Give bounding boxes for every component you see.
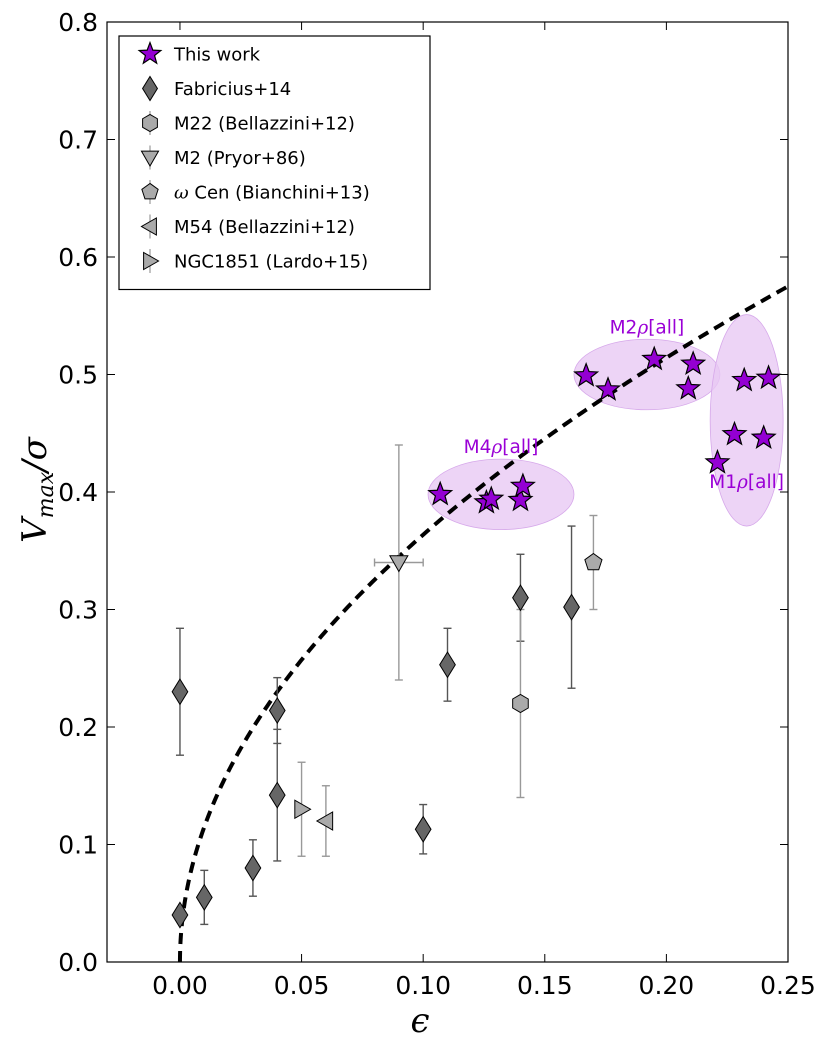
legend-marker-diamond (141, 75, 159, 102)
y-label-tail: /σ (15, 436, 55, 474)
legend-label: ω Cen (Bianchini+13) (174, 183, 370, 204)
group-label-main: M1 (709, 472, 737, 493)
data-point-star (507, 486, 534, 512)
group-label-m1: M1ρ[all] (709, 472, 784, 493)
data-point-diamond (439, 651, 456, 679)
data-point-triangle-right (294, 799, 312, 820)
group-ellipses (427, 314, 784, 531)
y-tick-label: 0.6 (58, 243, 98, 272)
group-label-tail: [all] (748, 472, 784, 493)
legend-label: M54 (Bellazzini+12) (174, 217, 355, 238)
data-point-star (721, 420, 748, 446)
data-markers (171, 345, 782, 929)
data-point-hexagon (512, 693, 529, 714)
group-ellipse-m4 (427, 458, 575, 531)
y-tick-label: 0.4 (58, 478, 98, 507)
group-label-main: M4 (464, 437, 492, 458)
y-tick-label: 0.5 (58, 361, 98, 390)
x-tick-label: 0.00 (152, 971, 208, 1000)
data-point-diamond (195, 883, 213, 911)
y-label-sub: max (34, 471, 59, 518)
data-point-diamond (268, 696, 286, 725)
group-labels: M4ρ[all]M2ρ[all]M1ρ[all] (464, 317, 784, 493)
x-tick-label: 0.10 (395, 971, 451, 1000)
data-point-triangle-left (315, 811, 334, 831)
data-point-star (573, 361, 600, 387)
group-ellipse-m1 (709, 314, 784, 527)
legend-label: M22 (Bellazzini+12) (174, 114, 355, 135)
legend-marker-star (137, 40, 163, 65)
legend-marker-triangle-left (140, 217, 157, 236)
legend-box (118, 35, 431, 291)
axis-ticks: 0.00 0.05 0.10 0.15 0.20 0.25 0.0 0.1 0.2 0.3 0.4 0… (58, 8, 816, 1000)
data-point-star (641, 345, 668, 371)
data-point-star (594, 376, 622, 401)
legend-marker-triangle-right (143, 251, 160, 271)
group-label-m4: M4ρ[all] (464, 437, 539, 458)
legend-label: M2 (Pryor+86) (174, 148, 306, 169)
legend-marker-pentagon (141, 182, 159, 200)
data-point-star (478, 485, 505, 511)
model-curve-layer (177, 284, 789, 963)
data-point-triangle-down (388, 555, 409, 573)
legend-label-rest: Cen (Bianchini+13) (189, 183, 370, 204)
data-point-diamond (512, 584, 529, 612)
y-label-main: V (15, 515, 55, 543)
data-point-star (750, 424, 777, 450)
model-curve (177, 284, 789, 963)
data-point-star (509, 472, 536, 498)
data-point-diamond (244, 854, 262, 882)
data-point-diamond (171, 901, 189, 929)
y-tick-label: 0.2 (58, 713, 98, 742)
data-point-star (755, 364, 782, 390)
data-point-pentagon (584, 552, 603, 571)
group-label-m2: M2ρ[all] (610, 317, 685, 338)
y-tick-label: 0.0 (58, 948, 98, 977)
group-label-rho: ρ (490, 437, 502, 458)
y-tick-label: 0.1 (58, 831, 98, 860)
legend-label: This work (173, 45, 261, 66)
y-axis-label: Vmax/σ (15, 436, 59, 542)
data-point-star (675, 374, 702, 400)
y-tick-label: 0.7 (58, 126, 98, 155)
legend-marker-triangle-down (140, 150, 160, 168)
legend-label: Fabricius+14 (174, 79, 291, 100)
data-point-star (731, 366, 758, 392)
y-tick-label: 0.3 (58, 596, 98, 625)
x-tick-label: 0.05 (274, 971, 330, 1000)
data-point-diamond (171, 678, 189, 706)
legend-label-symbol: ω (174, 183, 189, 204)
legend-marker-hexagon (142, 113, 158, 133)
data-point-star (427, 480, 454, 506)
y-axis-label-text: Vmax/σ (15, 436, 59, 542)
data-point-diamond (268, 781, 286, 809)
x-tick-label: 0.20 (639, 971, 695, 1000)
group-label-rho: ρ (636, 317, 648, 338)
group-label-rho: ρ (736, 472, 748, 493)
group-label-tail: [all] (502, 437, 538, 458)
legend-label: NGC1851 (Lardo+15) (174, 252, 368, 273)
x-tick-label: 0.15 (517, 971, 573, 1000)
x-axis-label: ϵ (410, 1001, 429, 1041)
legend: This work Fabricius+14 M22 (Bellazzini+12)… (118, 35, 431, 291)
group-ellipse-m2 (573, 338, 721, 411)
data-point-diamond (563, 593, 580, 621)
data-point-diamond (414, 815, 432, 843)
x-tick-label: 0.25 (760, 971, 816, 1000)
y-tick-label: 0.8 (58, 8, 98, 37)
data-point-star (680, 350, 707, 376)
data-point-star (704, 448, 731, 474)
group-label-main: M2 (610, 317, 638, 338)
group-label-tail: [all] (648, 317, 684, 338)
